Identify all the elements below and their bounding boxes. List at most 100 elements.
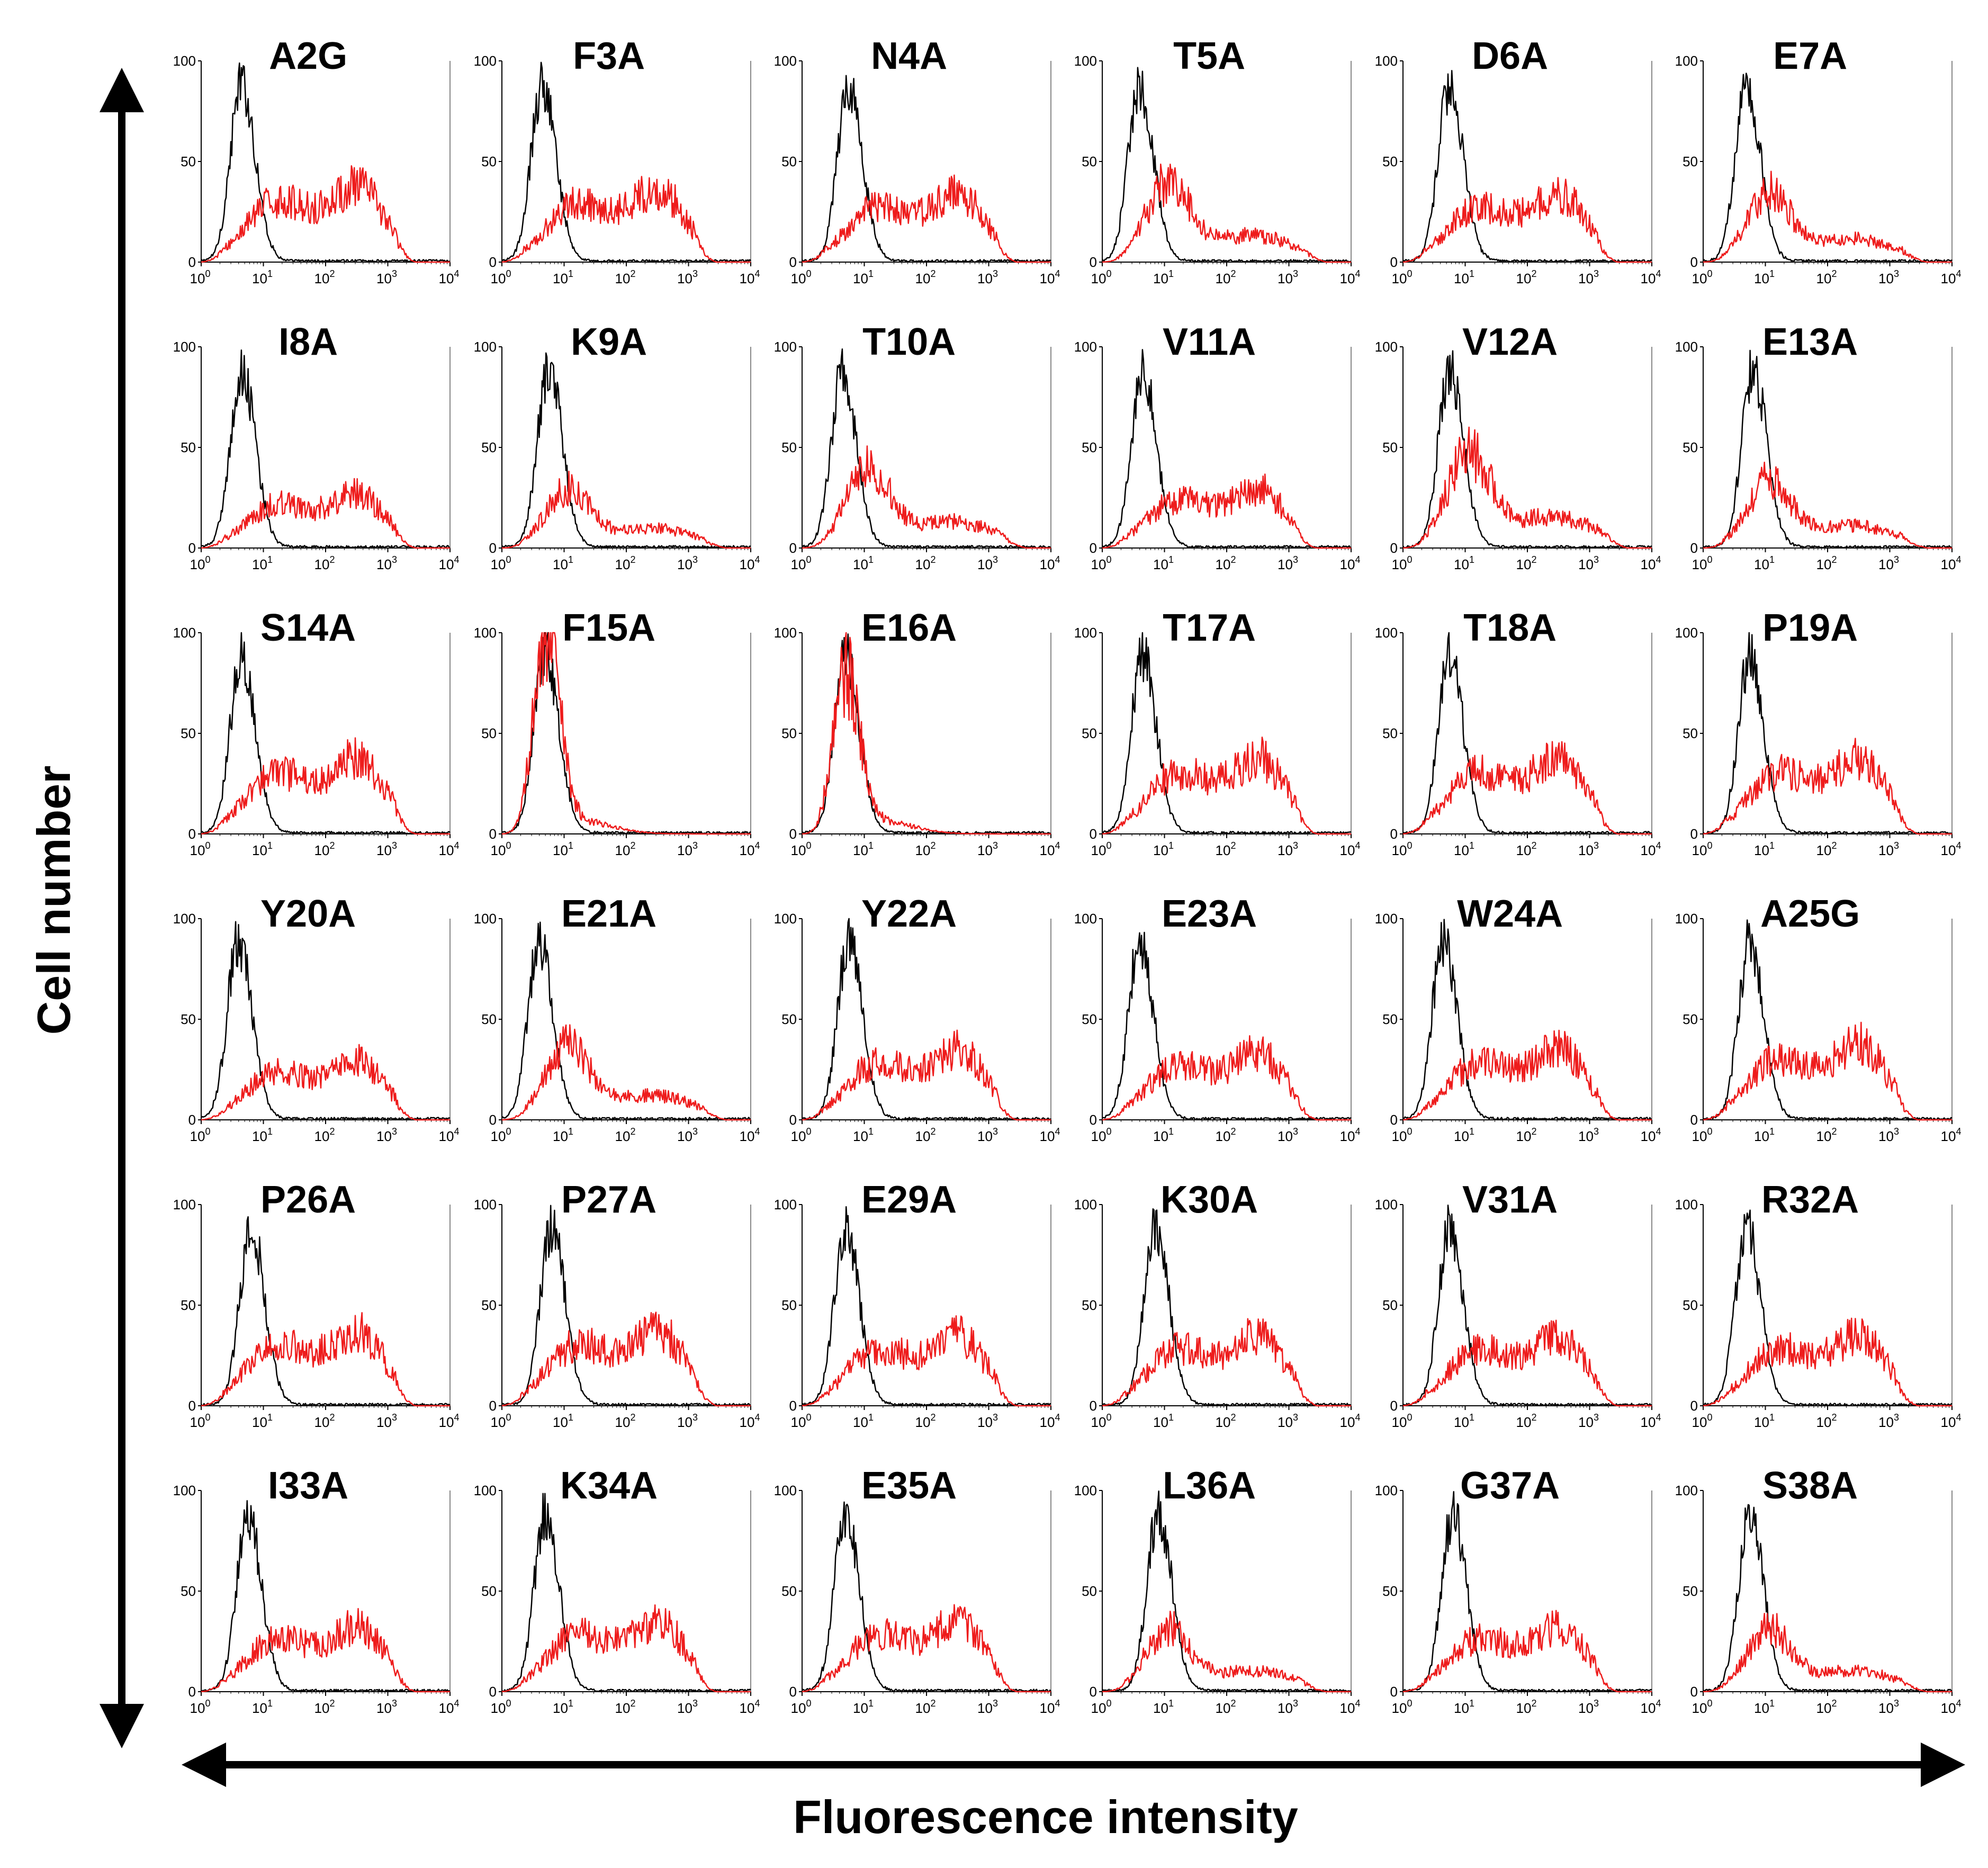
x-tick-label: 103 xyxy=(1878,554,1899,572)
panel-title: K30A xyxy=(1161,1179,1258,1221)
y-tick-label: 0 xyxy=(188,826,196,842)
x-tick-label: 102 xyxy=(1216,268,1236,286)
x-tick-label: 104 xyxy=(1340,554,1361,572)
panel-title: F15A xyxy=(562,607,655,649)
y-tick-label: 100 xyxy=(1074,1483,1097,1498)
x-tick-label: 100 xyxy=(1392,1126,1413,1144)
x-tick-label: 101 xyxy=(252,840,273,858)
mutant-histogram xyxy=(1102,737,1351,835)
y-tick-label: 0 xyxy=(1090,1684,1097,1700)
x-tick-label: 104 xyxy=(1641,840,1661,858)
y-tick-label: 100 xyxy=(1074,911,1097,927)
y-tick-label: 100 xyxy=(1375,625,1398,641)
panel-title: L36A xyxy=(1163,1465,1256,1507)
x-tick-label: 103 xyxy=(376,554,397,572)
panel-title: F3A xyxy=(573,35,645,77)
x-tick-label: 101 xyxy=(1454,554,1474,572)
x-tick-label: 103 xyxy=(1878,1126,1899,1144)
x-tick-label: 102 xyxy=(915,1412,936,1430)
panel-title: R32A xyxy=(1761,1179,1859,1221)
x-tick-label: 100 xyxy=(1392,268,1413,286)
x-tick-label: 100 xyxy=(190,1126,211,1144)
y-tick-label: 0 xyxy=(1390,254,1398,270)
x-tick-label: 101 xyxy=(1754,1698,1775,1716)
x-tick-label: 104 xyxy=(740,1412,760,1430)
mutant-histogram xyxy=(201,165,450,263)
x-tick-label: 104 xyxy=(1641,268,1661,286)
x-tick-label: 103 xyxy=(1878,840,1899,858)
mutant-histogram xyxy=(802,1604,1051,1693)
x-tick-label: 103 xyxy=(1578,268,1599,286)
panel-title: T17A xyxy=(1163,607,1256,649)
y-tick-label: 50 xyxy=(1382,154,1398,169)
y-tick-label: 50 xyxy=(1683,1011,1698,1027)
y-tick-label: 0 xyxy=(188,1398,196,1414)
y-tick-label: 100 xyxy=(774,625,797,641)
x-tick-label: 104 xyxy=(1941,1412,1962,1430)
y-tick-label: 0 xyxy=(1690,1112,1698,1128)
y-tick-label: 50 xyxy=(781,1583,797,1599)
x-tick-label: 104 xyxy=(1040,1698,1060,1716)
y-tick-label: 100 xyxy=(1375,911,1398,927)
y-tick-label: 0 xyxy=(789,826,797,842)
x-tick-label: 102 xyxy=(314,268,335,286)
x-tick-label: 100 xyxy=(190,840,211,858)
y-tick-label: 100 xyxy=(1074,1197,1097,1213)
mutant-histogram xyxy=(802,632,1051,835)
control-histogram xyxy=(1402,632,1652,835)
x-tick-label: 101 xyxy=(853,840,874,858)
x-tick-label: 101 xyxy=(1153,268,1174,286)
control-histogram xyxy=(201,632,451,835)
y-tick-label: 50 xyxy=(181,725,196,741)
x-tick-label: 102 xyxy=(1816,1698,1837,1716)
x-tick-label: 102 xyxy=(314,554,335,572)
y-tick-label: 100 xyxy=(173,53,196,69)
x-tick-label: 100 xyxy=(491,554,511,572)
y-tick-label: 100 xyxy=(474,1197,497,1213)
x-tick-label: 101 xyxy=(853,1698,874,1716)
y-tick-label: 100 xyxy=(1375,1197,1398,1213)
y-tick-label: 100 xyxy=(474,1483,497,1498)
x-tick-label: 101 xyxy=(1153,1126,1174,1144)
y-tick-label: 50 xyxy=(1082,1011,1097,1027)
x-tick-label: 100 xyxy=(791,1698,812,1716)
control-histogram xyxy=(1102,931,1352,1121)
x-tick-label: 102 xyxy=(1516,840,1537,858)
x-tick-label: 104 xyxy=(439,1698,460,1716)
x-tick-label: 103 xyxy=(1878,1412,1899,1430)
mutant-histogram xyxy=(201,737,450,835)
control-histogram xyxy=(1703,1209,1953,1407)
mutant-histogram xyxy=(501,176,751,263)
x-tick-label: 100 xyxy=(491,1412,511,1430)
control-histogram xyxy=(1101,67,1351,263)
y-tick-label: 100 xyxy=(1675,625,1698,641)
y-tick-label: 100 xyxy=(774,339,797,355)
x-tick-label: 100 xyxy=(190,1698,211,1716)
y-tick-label: 50 xyxy=(181,1011,196,1027)
mutant-histogram xyxy=(201,1607,450,1693)
y-tick-label: 100 xyxy=(1375,53,1398,69)
x-tick-label: 102 xyxy=(1816,554,1837,572)
y-tick-label: 0 xyxy=(489,254,497,270)
control-histogram xyxy=(1102,1490,1352,1693)
panel-title: I33A xyxy=(268,1465,348,1507)
y-tick-label: 50 xyxy=(481,439,497,455)
x-tick-label: 102 xyxy=(615,554,636,572)
y-tick-label: 50 xyxy=(1082,439,1097,455)
x-tick-label: 104 xyxy=(439,1126,460,1144)
mutant-histogram xyxy=(802,1029,1051,1121)
x-tick-label: 100 xyxy=(791,1412,812,1430)
x-tick-label: 103 xyxy=(1278,268,1298,286)
x-tick-label: 101 xyxy=(1754,268,1775,286)
y-tick-label: 100 xyxy=(173,911,196,927)
x-tick-label: 101 xyxy=(853,268,874,286)
x-tick-label: 104 xyxy=(1340,1412,1361,1430)
x-tick-label: 101 xyxy=(252,1126,273,1144)
